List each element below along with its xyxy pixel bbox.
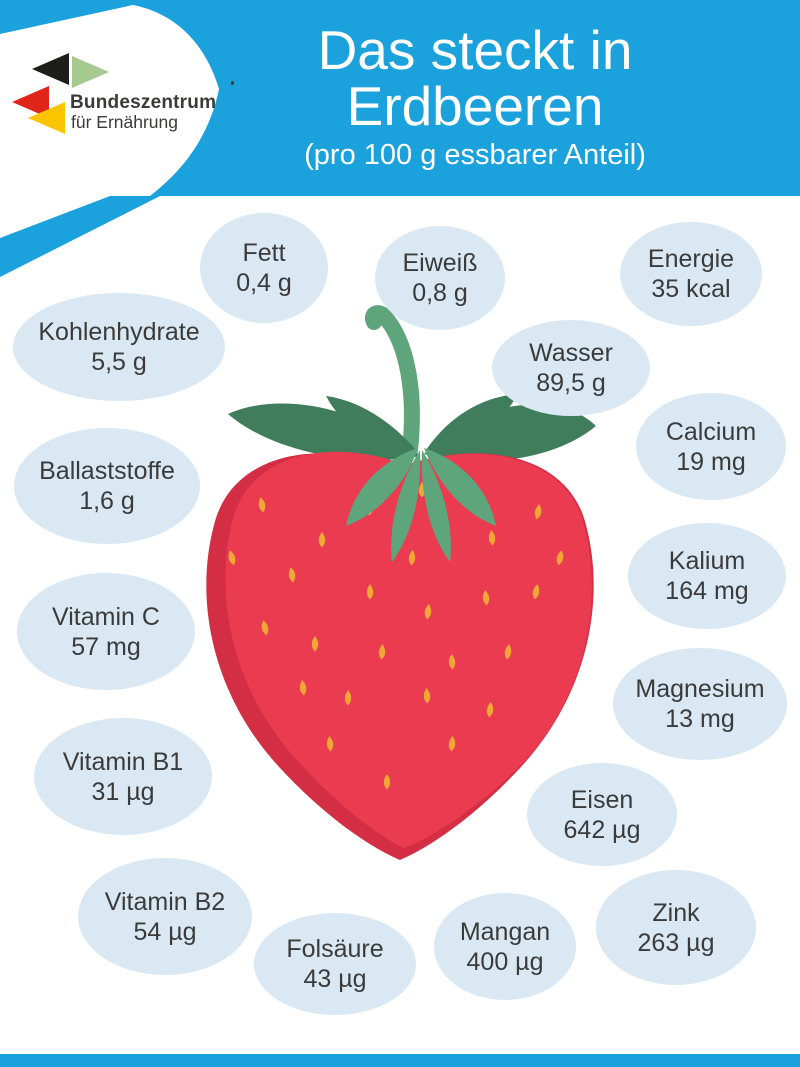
logo-text-line-2: für Ernährung: [71, 112, 179, 132]
logo-text-line-1: Bundeszentrum: [70, 92, 217, 113]
nutrient-label: Wasser: [529, 339, 613, 367]
title-line-1: Das steckt in: [317, 19, 633, 81]
nutrient-value: 164 mg: [665, 577, 749, 605]
nutrient-label: Energie: [647, 245, 735, 273]
nutrient-value: 1,6 g: [79, 487, 135, 515]
nutrient-label: Kohlenhydrate: [38, 318, 200, 346]
nutrient-bubble-kohlenhydrate: Kohlenhydrate 5,5 g: [13, 293, 225, 401]
logo-black-triangle-icon: [32, 53, 69, 85]
nutrient-label: Eiweiß: [402, 249, 478, 277]
header-band: [0, 0, 800, 277]
ink-speck-dot: [231, 81, 234, 85]
strawberry-front-sepals: [346, 448, 496, 562]
bzfe-logo: Bundeszentrum für Ernährung: [0, 0, 220, 150]
nutrient-label: Folsäure: [286, 935, 384, 963]
nutrient-bubble-calcium: Calcium 19 mg: [636, 393, 786, 500]
strawberry-stem: [365, 305, 420, 458]
nutrient-value: 642 µg: [563, 815, 641, 844]
strawberry-seeds: [228, 482, 564, 790]
nutrient-label: Vitamin C: [52, 602, 160, 631]
nutrient-label: Vitamin B1: [62, 747, 184, 776]
nutrient-value: 19 mg: [676, 447, 746, 476]
nutrient-bubble-vitamin-b1: Vitamin B1 31 µg: [34, 718, 212, 835]
nutrient-bubble-folsaeure: Folsäure 43 µg: [254, 913, 416, 1015]
nutrient-value: 35 kcal: [651, 275, 731, 303]
nutrient-bubble-zink: Zink 263 µg: [596, 870, 756, 985]
nutrient-value: 263 µg: [637, 928, 715, 957]
nutrient-value: 54 µg: [133, 917, 197, 946]
nutrient-bubble-vitamin-b2: Vitamin B2 54 µg: [78, 858, 252, 975]
nutrient-bubble-eisen: Eisen 642 µg: [527, 763, 677, 866]
nutrient-label: Ballaststoffe: [39, 457, 175, 485]
header-swoosh-tail: [0, 196, 160, 277]
strawberry-body: [225, 451, 592, 848]
nutrient-bubble-vitamin-c: Vitamin C 57 mg: [17, 573, 195, 690]
nutrient-label: Vitamin B2: [104, 887, 226, 916]
nutrient-value: 89,5 g: [536, 369, 606, 397]
nutrient-value: 57 mg: [71, 632, 141, 661]
nutrient-value: 5,5 g: [91, 348, 147, 376]
nutrient-bubble-wasser: Wasser 89,5 g: [492, 320, 650, 416]
nutrient-label: Zink: [652, 898, 700, 927]
nutrient-label: Mangan: [459, 917, 551, 946]
nutrient-value: 43 µg: [303, 965, 367, 993]
nutrient-bubble-fett: Fett 0,4 g: [200, 213, 328, 323]
nutrient-bubble-energie: Energie 35 kcal: [620, 222, 762, 326]
nutrient-label: Fett: [242, 239, 286, 267]
logo-yellow-triangle-icon: [28, 102, 65, 134]
nutrient-label: Magnesium: [635, 675, 765, 703]
title-subtitle: (pro 100 g essbarer Anteil): [304, 139, 646, 171]
speech-bubble: [0, 5, 219, 196]
page-title: Das steckt in Erdbeeren (pro 100 g essba…: [150, 22, 800, 172]
nutrient-label: Calcium: [665, 417, 757, 446]
nutrient-bubble-mangan: Mangan 400 µg: [434, 893, 576, 1000]
nutrient-bubble-magnesium: Magnesium 13 mg: [613, 648, 787, 760]
strawberry-icon: [206, 305, 596, 860]
logo-green-triangle-icon: [72, 56, 109, 88]
nutrient-value: 0,8 g: [412, 279, 468, 307]
title-line-2: Erdbeeren: [346, 75, 604, 137]
nutrient-bubble-kalium: Kalium 164 mg: [628, 523, 786, 629]
nutrient-value: 13 mg: [665, 705, 735, 733]
strawberry-back-leaves: [228, 394, 596, 461]
nutrient-value: 400 µg: [466, 947, 544, 976]
nutrient-bubble-ballaststoffe: Ballaststoffe 1,6 g: [14, 428, 200, 544]
nutrient-bubble-eiweiss: Eiweiß 0,8 g: [375, 226, 505, 330]
footer-bar: [0, 1054, 800, 1067]
nutrient-label: Kalium: [668, 547, 746, 575]
nutrient-label: Eisen: [570, 785, 634, 814]
nutrient-value: 31 µg: [91, 777, 155, 806]
nutrient-value: 0,4 g: [236, 269, 292, 297]
